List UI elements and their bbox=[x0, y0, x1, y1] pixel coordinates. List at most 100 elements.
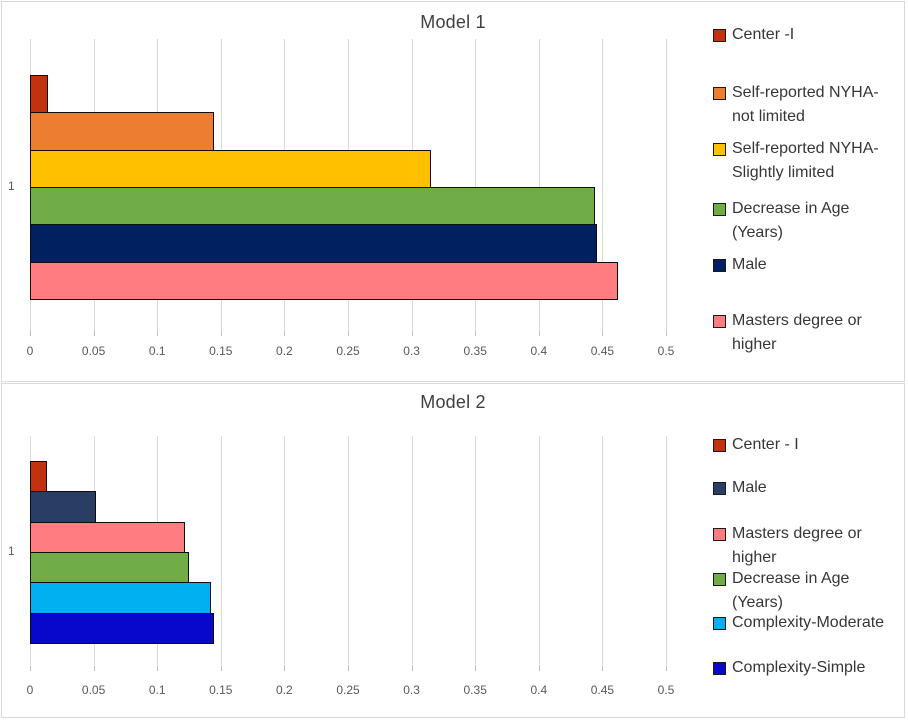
y-axis-category-label: 1 bbox=[8, 544, 15, 558]
y-axis-category-label: 1 bbox=[8, 179, 15, 193]
x-axis-tick-label: 0.15 bbox=[209, 344, 233, 358]
legend-swatch-icon bbox=[713, 315, 726, 328]
x-axis-tickmark bbox=[666, 331, 667, 336]
legend-label: Complexity-Simple bbox=[732, 659, 866, 676]
x-axis-tick-label: 0.15 bbox=[209, 683, 233, 697]
legend-item-center-i: Center - I bbox=[713, 433, 903, 457]
legend-swatch-icon bbox=[713, 143, 726, 156]
legend-swatch-icon bbox=[713, 662, 726, 675]
bar-masters-degree-or-higher bbox=[30, 261, 618, 300]
chart-title: Model 1 bbox=[420, 12, 486, 32]
x-axis-tick-label: 0.25 bbox=[336, 344, 360, 358]
x-axis-tickmark bbox=[475, 666, 477, 671]
x-axis-tickmark bbox=[93, 666, 95, 671]
legend-swatch-icon bbox=[713, 439, 726, 452]
legend-swatch-icon bbox=[713, 87, 726, 100]
x-axis-tickmark bbox=[220, 331, 222, 336]
legend-swatch-icon bbox=[713, 29, 726, 42]
x-axis-tick-label: 0.35 bbox=[463, 683, 487, 697]
gridline bbox=[602, 39, 604, 331]
legend-item-self-reported-nyha-slightly-limited: Self-reported NYHA- Slightly limited bbox=[713, 137, 903, 185]
legend-label: Male bbox=[732, 479, 767, 496]
x-axis-tick-label: 0.3 bbox=[403, 683, 420, 697]
x-axis-tickmark bbox=[602, 331, 604, 336]
legend-label: Complexity-Moderate bbox=[732, 614, 885, 631]
x-axis-tickmark bbox=[602, 666, 604, 671]
gridline bbox=[284, 436, 286, 666]
legend-item-male: Male bbox=[713, 253, 903, 277]
gridline bbox=[666, 39, 667, 331]
gridline bbox=[411, 436, 413, 666]
legend-item-decrease-in-age-years: Decrease in Age (Years) bbox=[713, 567, 903, 615]
legend-label: Center -I bbox=[732, 26, 795, 43]
x-axis-tick-label: 0.5 bbox=[657, 683, 675, 697]
x-axis-tick-label: 0.35 bbox=[463, 344, 487, 358]
gridline bbox=[538, 39, 540, 331]
x-axis-tickmark bbox=[157, 666, 159, 671]
x-axis-tickmark bbox=[93, 331, 95, 336]
x-axis-tick-label: 0 bbox=[26, 344, 34, 358]
plot-area: 1 0 0.05 0.1 0.15 0.2 0.25 0.3 0.35 0.4 0.45 0.5 bbox=[2, 2, 904, 381]
x-axis-tick-label: 0.25 bbox=[336, 683, 360, 697]
x-axis-tick-label: 0.4 bbox=[530, 344, 548, 358]
x-axis-tickmark bbox=[411, 331, 413, 336]
x-axis-tickmark bbox=[348, 331, 349, 336]
legend-item-self-reported-nyha-not-limited: Self-reported NYHA-not limited bbox=[713, 81, 903, 129]
legend-label: Center - I bbox=[732, 436, 799, 453]
x-axis-tick-label: 0.5 bbox=[657, 344, 675, 358]
bar-complexity-simple bbox=[30, 612, 215, 644]
gridline bbox=[475, 39, 477, 331]
legend-swatch-icon bbox=[713, 617, 726, 630]
legend-label: Masters degree or higher bbox=[732, 525, 862, 566]
legend-item-decrease-in-age-years: Decrease in Age (Years) bbox=[713, 197, 903, 245]
legend-swatch-icon bbox=[713, 482, 726, 495]
x-axis-tick-label: 0.1 bbox=[148, 344, 166, 358]
legend-item-masters-degree-or-higher: Masters degree or higher bbox=[713, 522, 903, 570]
x-axis-tickmark bbox=[30, 666, 31, 671]
legend-item-complexity-simple: Complexity-Simple bbox=[713, 656, 903, 680]
x-axis-tickmark bbox=[284, 331, 286, 336]
gridline bbox=[475, 436, 477, 666]
bar-self-reported-nyha-not-limited bbox=[30, 112, 215, 151]
x-axis-tick-label: 0.45 bbox=[590, 344, 615, 358]
x-axis-tick-label: 0.2 bbox=[276, 683, 293, 697]
x-axis-tick-label: 0.1 bbox=[148, 683, 166, 697]
legend-label: Male bbox=[732, 256, 767, 273]
legend-label: Self-reported NYHA- Slightly limited bbox=[732, 140, 879, 181]
x-axis-tick-label: 0.05 bbox=[81, 344, 106, 358]
x-axis-tick-label: 0.3 bbox=[403, 344, 420, 358]
legend-swatch-icon bbox=[713, 259, 726, 272]
x-axis-tick-label: 0.4 bbox=[530, 683, 548, 697]
legend-item-male: Male bbox=[713, 476, 903, 500]
x-axis-tickmark bbox=[284, 666, 286, 671]
x-axis-tickmark bbox=[30, 331, 31, 336]
gridline bbox=[348, 436, 349, 666]
bar-decrease-in-age-years bbox=[30, 551, 189, 584]
legend-item-complexity-moderate: Complexity-Moderate bbox=[713, 611, 903, 635]
x-axis-tickmark bbox=[348, 666, 349, 671]
bar-complexity-moderate bbox=[30, 582, 211, 614]
x-axis-tickmark bbox=[157, 331, 159, 336]
model-1-chart: Model 1 1 0 0.05 0.1 0.15 0.2 0.25 0.3 0.35 0.4 0… bbox=[1, 1, 905, 382]
x-axis-tickmark bbox=[666, 666, 667, 671]
gridline bbox=[538, 436, 540, 666]
legend-swatch-icon bbox=[713, 573, 726, 586]
legend-swatch-icon bbox=[713, 203, 726, 216]
gridline bbox=[602, 436, 604, 666]
model-2-chart: Model 2 1 0 0.05 0.1 0.15 0.2 0.25 0.3 0.35 0.4 0… bbox=[1, 383, 905, 718]
gridline bbox=[666, 436, 667, 666]
legend-label: Decrease in Age (Years) bbox=[732, 200, 850, 241]
legend-label: Decrease in Age (Years) bbox=[732, 570, 850, 611]
gridline bbox=[220, 436, 222, 666]
legend-swatch-icon bbox=[713, 528, 726, 541]
legend: Center -I Self-reported NYHA-not limited S… bbox=[2, 2, 904, 381]
legend-label: Self-reported NYHA-not limited bbox=[732, 84, 879, 125]
x-axis-tickmark bbox=[538, 331, 540, 336]
legend-label: Masters degree or higher bbox=[732, 312, 862, 353]
bar-male bbox=[30, 224, 598, 263]
legend-item-center-i: Center -I bbox=[713, 23, 903, 47]
x-axis-tickmark bbox=[475, 331, 477, 336]
x-axis-tickmark bbox=[411, 666, 413, 671]
x-axis-tick-label: 0.2 bbox=[276, 344, 293, 358]
x-axis-tickmark bbox=[220, 666, 222, 671]
